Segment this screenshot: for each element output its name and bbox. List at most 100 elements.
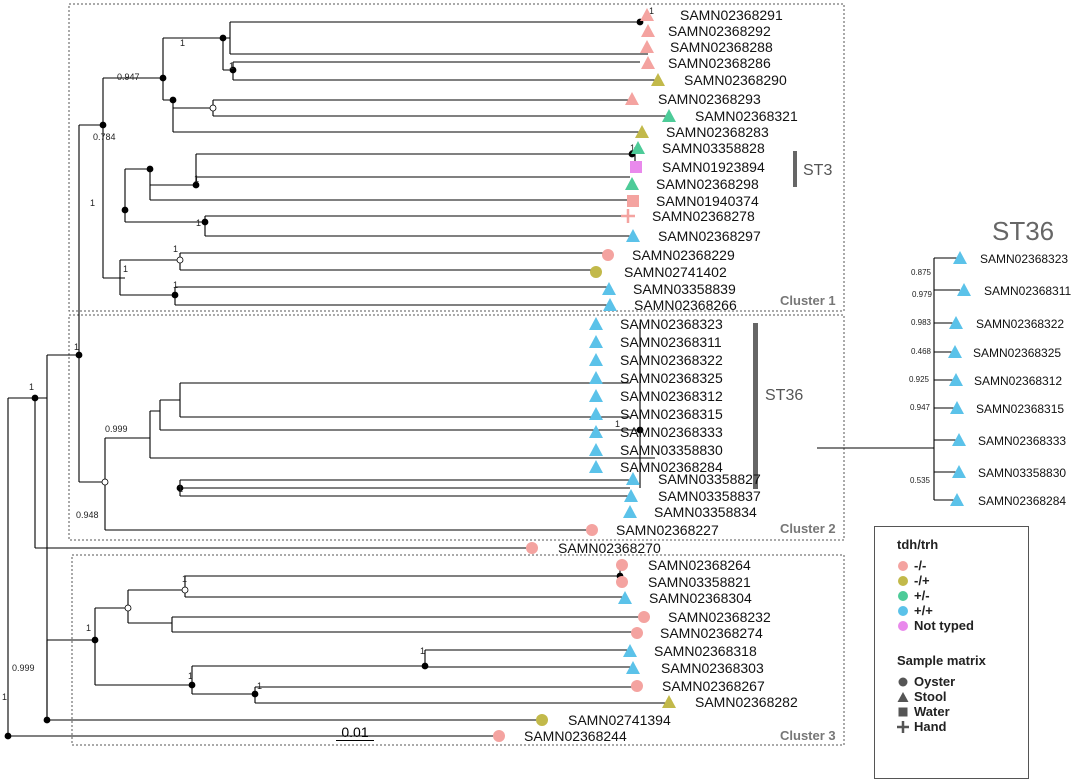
triangle-marker xyxy=(640,40,654,53)
plus-marker xyxy=(621,209,635,223)
circle-icon xyxy=(898,575,908,586)
leaf-label: SAMN02368291 xyxy=(680,7,783,23)
support-1: 1 xyxy=(630,143,635,153)
tree-node xyxy=(251,690,259,698)
triangle-marker xyxy=(662,109,676,122)
circle-marker xyxy=(590,266,602,278)
leaf-label: SAMN01923894 xyxy=(662,159,765,175)
tree-node xyxy=(124,604,132,612)
tree-node xyxy=(159,74,167,82)
inset-leaf-label: SAMN03358830 xyxy=(978,466,1066,480)
triangle-marker xyxy=(949,316,963,329)
legend-item-stool: Stool xyxy=(897,689,1028,704)
tree-node xyxy=(181,586,189,594)
leaf-label: SAMN02368293 xyxy=(658,91,761,107)
leaf-label: SAMN02368290 xyxy=(684,72,787,88)
tree-node xyxy=(43,716,51,724)
triangle-marker xyxy=(662,695,676,708)
support-1: 1 xyxy=(173,244,178,254)
leaf-label: SAMN02368284 xyxy=(620,459,723,475)
leaf-label: SAMN03358834 xyxy=(654,504,757,520)
legend-label: Not typed xyxy=(914,618,974,633)
inset-support-group: 0.875 0.979 0.983 0.468 0.925 0.947 0.535 xyxy=(909,268,933,485)
legend: tdh/trh -/- -/+ +/- +/+ Not typed Sample… xyxy=(874,526,1029,779)
leaf-label: SAMN02368267 xyxy=(662,678,765,694)
circle-marker xyxy=(536,714,548,726)
inset-leaf-group: SAMN02368323 SAMN02368311 SAMN02368322 SAMN… xyxy=(948,251,1071,508)
support-1: 1 xyxy=(74,342,79,352)
leaf-label: SAMN02368229 xyxy=(632,247,735,263)
circle-icon xyxy=(898,620,908,631)
triangle-marker xyxy=(589,317,603,330)
inset-support: 0.875 xyxy=(911,268,932,277)
leaf-label: SAMN02368232 xyxy=(668,609,771,625)
circle-marker xyxy=(616,576,628,588)
tree-branches xyxy=(7,21,960,737)
triangle-marker xyxy=(603,298,617,311)
circle-icon xyxy=(898,605,908,616)
inset-title: ST36 xyxy=(992,216,1054,246)
triangle-marker xyxy=(618,591,632,604)
support-1: 1 xyxy=(194,174,199,184)
legend-item-neg-pos: -/+ xyxy=(897,573,1028,588)
leaf-label: SAMN02368298 xyxy=(656,176,759,192)
inset-support: 0.947 xyxy=(910,403,931,412)
leaf-label: SAMN01940374 xyxy=(656,193,759,209)
support-1: 1 xyxy=(2,692,7,702)
leaf-label: SAMN02368292 xyxy=(668,23,771,39)
tree-node xyxy=(229,66,237,74)
leaf-label: SAMN02368321 xyxy=(695,108,798,124)
scale-line xyxy=(336,740,374,741)
leaf-label: SAMN02368288 xyxy=(670,39,773,55)
triangle-marker xyxy=(589,371,603,384)
triangle-marker xyxy=(625,177,639,190)
circle-marker xyxy=(638,611,650,623)
support-0947: 0.947 xyxy=(117,72,140,82)
leaf-label: SAMN02368323 xyxy=(620,316,723,332)
circle-marker xyxy=(631,627,643,639)
st3-bar xyxy=(793,151,797,187)
cluster-1-label: Cluster 1 xyxy=(780,293,836,308)
inset-leaf-label: SAMN02368311 xyxy=(984,284,1071,298)
support-1: 1 xyxy=(229,61,234,71)
tree-node xyxy=(121,206,129,214)
triangle-marker xyxy=(623,644,637,657)
circle-marker xyxy=(602,249,614,261)
legend-item-not-typed: Not typed xyxy=(897,618,1028,633)
triangle-marker xyxy=(602,282,616,295)
support-1: 1 xyxy=(257,681,262,691)
circle-marker xyxy=(631,680,643,692)
tree-node xyxy=(169,96,177,104)
support-1: 1 xyxy=(649,6,654,16)
leaf-label: SAMN02368270 xyxy=(558,540,661,556)
tree-nodes xyxy=(4,18,644,740)
triangle-marker xyxy=(950,401,964,414)
leaf-label: SAMN02368333 xyxy=(620,424,723,440)
legend-label: -/+ xyxy=(914,573,930,588)
support-0784: 0.784 xyxy=(93,132,116,142)
tree-node xyxy=(219,34,227,42)
leaf-label: SAMN02368266 xyxy=(634,297,737,313)
tree-node xyxy=(75,351,83,359)
leaf-label: SAMN02368303 xyxy=(661,660,764,676)
triangle-marker xyxy=(641,56,655,69)
triangle-marker xyxy=(589,389,603,402)
triangle-marker xyxy=(626,472,640,485)
leaf-label: SAMN03358827 xyxy=(658,471,761,487)
circle-marker xyxy=(526,542,538,554)
inset-leaf-label: SAMN02368315 xyxy=(976,402,1064,416)
triangle-marker xyxy=(589,353,603,366)
support-0999: 0.999 xyxy=(12,663,35,673)
circle-icon xyxy=(898,560,908,571)
leaf-label: SAMN02368325 xyxy=(620,370,723,386)
leaf-label: SAMN02368278 xyxy=(652,208,755,224)
inset-support: 0.468 xyxy=(911,347,932,356)
leaf-label: SAMN02368274 xyxy=(660,625,763,641)
tree-node xyxy=(636,426,644,434)
tree-node xyxy=(101,478,109,486)
circle-marker xyxy=(616,559,628,571)
support-labels: 0.947 0.784 1 1 1 0.999 0.948 0.999 1 1 … xyxy=(2,6,654,702)
inset-leaf-label: SAMN02368323 xyxy=(980,252,1068,266)
support-1: 1 xyxy=(615,419,620,429)
